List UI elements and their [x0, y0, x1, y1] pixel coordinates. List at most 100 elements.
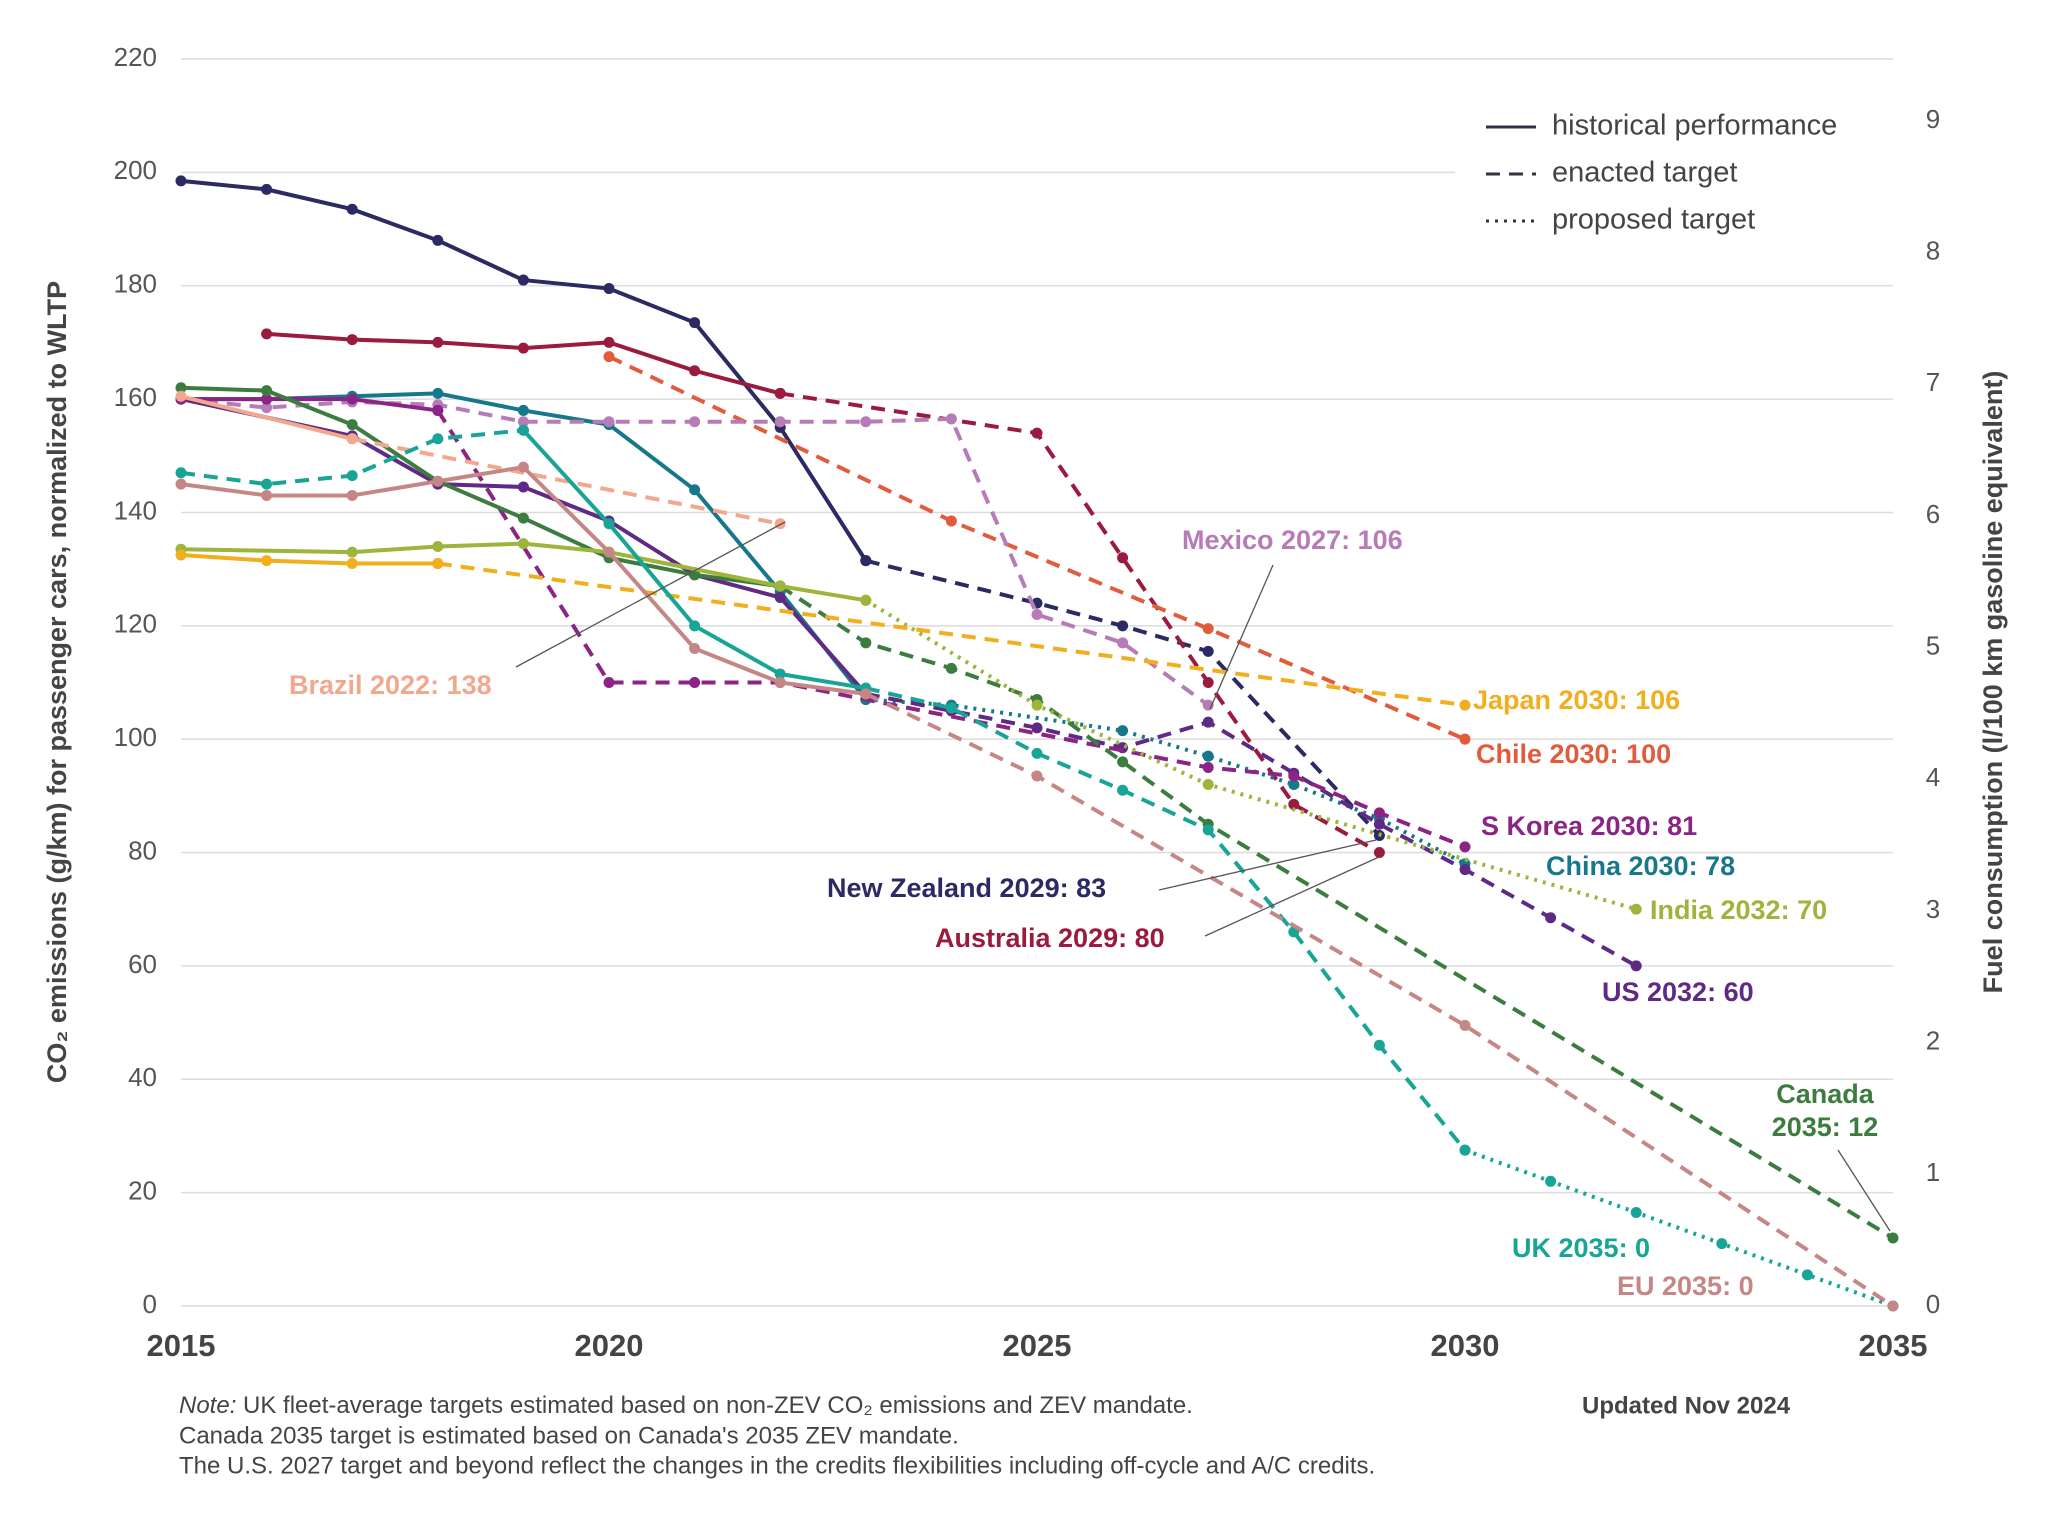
data-point [261, 328, 273, 340]
data-point [945, 702, 957, 714]
data-point [1117, 637, 1129, 649]
data-point [1630, 903, 1642, 915]
data-point [689, 620, 701, 632]
data-point [1202, 824, 1214, 836]
annotation-leader [1209, 564, 1274, 710]
y-tick-label: 40 [128, 1062, 157, 1092]
data-point [603, 416, 615, 428]
annotation-leader [1158, 839, 1377, 891]
data-point [175, 549, 187, 561]
data-point [1288, 779, 1300, 791]
series-line [437, 561, 1466, 708]
data-point [1887, 1300, 1899, 1312]
data-point [774, 416, 786, 428]
data-point [517, 512, 529, 524]
data-point [1117, 552, 1129, 564]
data-point [175, 478, 187, 490]
data-point [1031, 427, 1043, 439]
data-point [261, 183, 273, 195]
data-point [860, 416, 872, 428]
data-point [1373, 818, 1385, 830]
note-text: UK fleet-average targets estimated based… [243, 1392, 1193, 1419]
data-point [689, 677, 701, 688]
y2-axis-title: Fuel consumption (l/100 km gasoline equi… [1978, 371, 2008, 994]
y-tick-label: 60 [128, 949, 157, 979]
series-line [351, 436, 781, 526]
data-point [261, 489, 273, 501]
note: The U.S. 2027 target and beyond reflect … [179, 1452, 1375, 1479]
annotation: India 2032: 70 [1650, 895, 1827, 925]
annotation: US 2032: 60 [1602, 977, 1754, 1007]
data-point [175, 390, 187, 402]
y2-tick-label: 4 [1926, 762, 1940, 792]
y-tick-label: 160 [114, 382, 157, 412]
data-point [1202, 716, 1214, 728]
data-point [346, 419, 358, 431]
annotation: S Korea 2030: 81 [1481, 811, 1697, 841]
data-point [261, 402, 273, 414]
y-tick-label: 80 [128, 835, 157, 865]
data-point [175, 467, 187, 479]
data-point [774, 677, 786, 688]
data-point [1202, 623, 1214, 635]
annotation: Japan 2030: 106 [1473, 685, 1680, 715]
data-point [1202, 750, 1214, 762]
annotation: Australia 2029: 80 [935, 923, 1165, 953]
series-line [180, 465, 867, 696]
y2-tick-label: 2 [1926, 1026, 1940, 1056]
y2-tick-label: 6 [1926, 499, 1940, 529]
y-tick-label: 0 [143, 1289, 157, 1319]
annotation-leader [1837, 1149, 1891, 1232]
series-line [779, 391, 1381, 855]
series-line [864, 692, 1895, 1308]
data-point [432, 540, 444, 552]
y-tick-label: 220 [114, 42, 157, 72]
series-line [436, 409, 1466, 849]
data-point [517, 481, 529, 493]
data-point [1630, 960, 1642, 972]
note: Canada 2035 target is estimated based on… [179, 1422, 959, 1449]
series-line [865, 691, 1638, 968]
data-point [1630, 1206, 1642, 1218]
y2-tick-label: 9 [1926, 104, 1940, 134]
data-point [1117, 725, 1129, 737]
data-point [1202, 779, 1214, 791]
data-point [1459, 699, 1471, 711]
data-point [346, 557, 358, 569]
data-point [1117, 756, 1129, 768]
data-point [1031, 747, 1043, 759]
data-point [860, 688, 872, 700]
x-tick-label: 2025 [1003, 1328, 1072, 1363]
annotation: China 2030: 78 [1546, 851, 1735, 881]
data-point [346, 470, 358, 482]
data-point [1459, 864, 1471, 876]
y-tick-label: 140 [114, 495, 157, 525]
data-point [261, 393, 273, 405]
data-point [261, 478, 273, 490]
data-point [1202, 645, 1214, 657]
data-point [774, 580, 786, 592]
data-point [1887, 1232, 1899, 1244]
series-line [180, 397, 868, 696]
legend-label: historical performance [1552, 110, 1837, 142]
series-line [865, 697, 1466, 866]
x-tick-label: 2035 [1859, 1328, 1928, 1363]
annotation: Chile 2030: 100 [1476, 739, 1671, 769]
series-line [180, 385, 781, 589]
data-point [603, 677, 615, 688]
data-point [261, 385, 273, 397]
data-point [1459, 1144, 1471, 1156]
data-point [432, 234, 444, 246]
annotation: UK 2035: 0 [1512, 1233, 1650, 1263]
data-point [1716, 1238, 1728, 1250]
legend-background [1455, 100, 1895, 250]
data-point [346, 546, 358, 558]
data-point [261, 555, 273, 567]
data-point [603, 336, 615, 348]
data-point [603, 351, 615, 363]
series-line [865, 686, 1467, 1152]
y-tick-label: 100 [114, 722, 157, 752]
data-point [774, 387, 786, 399]
data-point [689, 365, 701, 377]
